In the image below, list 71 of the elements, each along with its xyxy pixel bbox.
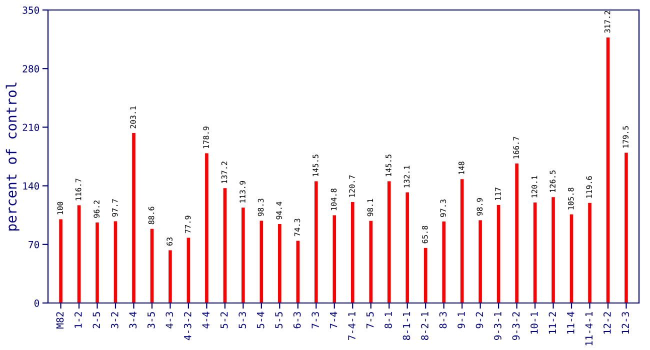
x-tick-label: 9-2	[476, 312, 484, 328]
y-axis-title: percent of control	[6, 82, 20, 230]
bar	[223, 188, 227, 303]
bar	[296, 240, 300, 303]
x-tick-label: 5-4	[257, 312, 264, 328]
y-tick-label: 280	[22, 65, 40, 72]
x-tick-label: 4-3-2	[184, 312, 192, 340]
x-tick-label: 7-3	[312, 312, 319, 328]
bar	[96, 222, 99, 303]
bar	[606, 37, 610, 303]
x-tick-label: 3-4	[129, 312, 137, 328]
bar	[387, 181, 391, 303]
x-tick-label: 7-5	[366, 312, 374, 328]
bar	[77, 205, 81, 303]
bar	[350, 202, 354, 303]
x-tick-label: 9-1	[458, 312, 465, 328]
x-tick-label: 8-3	[439, 312, 447, 328]
bar	[515, 163, 518, 303]
y-tick-label: 70	[28, 240, 40, 248]
x-tick-label: 2-5	[92, 312, 100, 328]
y-tick-label: 0	[34, 300, 40, 307]
x-tick-label: 3-5	[147, 312, 155, 328]
bar	[114, 221, 118, 303]
x-tick-label: 8-2-1	[421, 312, 428, 340]
bar	[552, 197, 555, 303]
x-tick-label: 11-4-1	[585, 312, 592, 346]
x-tick-label: 10-1	[530, 312, 538, 334]
bar	[205, 153, 208, 303]
bar	[242, 208, 245, 303]
bar	[460, 179, 464, 303]
bar	[570, 214, 574, 303]
x-tick-label: 12-3	[622, 312, 630, 334]
bar	[533, 202, 537, 303]
bar	[332, 215, 336, 303]
x-tick-label: 5-2	[220, 312, 228, 328]
bar	[624, 152, 628, 303]
bar	[314, 181, 318, 303]
x-tick-label: 5-3	[238, 312, 246, 328]
x-tick-label: 7-4	[330, 312, 338, 328]
x-tick-label: 4-4	[202, 312, 210, 328]
x-tick-label: 12-2	[603, 312, 611, 334]
bar	[260, 220, 264, 303]
bar	[150, 228, 154, 303]
x-tick-label: 7-4-1	[348, 312, 356, 340]
bar	[496, 205, 500, 303]
bar	[186, 238, 190, 303]
x-tick-label: 3-2	[110, 312, 118, 328]
x-tick-label: 5-5	[275, 312, 283, 328]
bar	[442, 222, 446, 303]
bar	[369, 220, 373, 303]
bar	[424, 248, 428, 303]
bar	[278, 224, 282, 303]
x-tick-label: 11-4	[567, 312, 574, 334]
x-tick-label: 11-2	[548, 312, 556, 334]
y-tick-label: 350	[22, 6, 40, 14]
y-tick-label: 210	[22, 124, 40, 132]
y-tick-label: 140	[23, 182, 40, 190]
x-tick-label: 4-3	[166, 312, 174, 328]
bar	[168, 250, 172, 303]
bar	[132, 132, 136, 303]
x-tick-label: 8-1-1	[402, 312, 410, 340]
x-tick-label: 1-2	[74, 312, 82, 328]
x-tick-label: 9-3-1	[494, 312, 502, 340]
x-tick-label: 9-3-2	[512, 312, 520, 340]
bar	[59, 219, 62, 303]
x-tick-label: M82	[56, 312, 64, 328]
x-tick-label: 6-3	[293, 312, 301, 328]
bar	[588, 202, 592, 303]
bar	[406, 192, 409, 303]
bar	[478, 220, 482, 303]
x-tick-label: 8-1	[384, 312, 392, 328]
